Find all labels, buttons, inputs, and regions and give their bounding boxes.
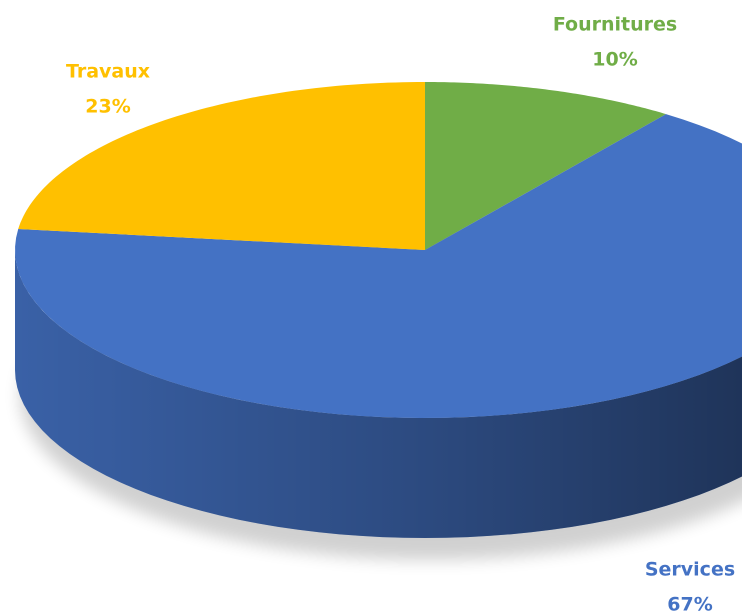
slice-label: Fournitures xyxy=(553,14,677,36)
slice-value-label: 67% xyxy=(667,594,712,616)
slice xyxy=(15,114,742,418)
slice xyxy=(18,82,426,250)
slice-value-label: 23% xyxy=(85,96,130,118)
slice-side-shade xyxy=(15,250,742,538)
slice-value-label: 10% xyxy=(592,49,637,71)
slice xyxy=(425,82,666,250)
slice-label: Services xyxy=(645,559,735,581)
slice-label: Travaux xyxy=(66,61,150,83)
